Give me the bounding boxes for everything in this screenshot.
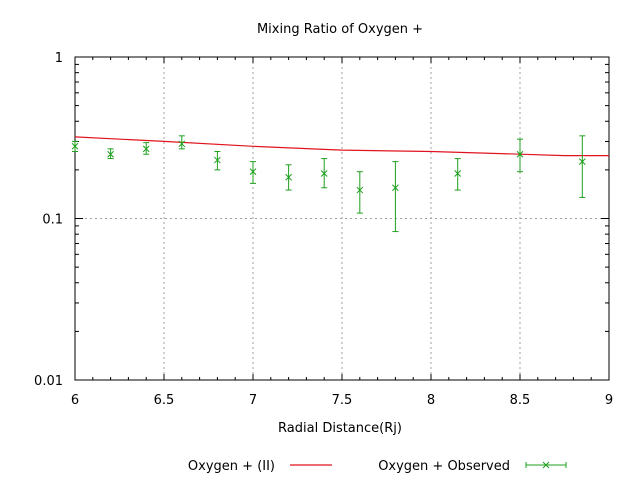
plot-frame	[74, 56, 610, 381]
observed-point	[320, 158, 328, 189]
observed-point	[107, 148, 114, 160]
x-tick-label: 9	[605, 393, 613, 408]
legend: Oxygen + (II) Oxygen + Observed	[188, 459, 567, 474]
point-marker	[142, 145, 150, 153]
grid	[75, 57, 609, 380]
legend-marker	[542, 461, 550, 469]
point-marker	[392, 184, 399, 192]
observed-point	[214, 150, 221, 171]
legend-label-observed: Oxygen + Observed	[378, 459, 510, 474]
y-tick-label: 1	[55, 51, 63, 66]
point-marker	[249, 168, 257, 176]
x-tick-label: 6	[71, 393, 79, 408]
observed-point	[142, 142, 150, 155]
chart-title: Mixing Ratio of Oxygen +	[257, 22, 423, 37]
observed-point	[285, 164, 292, 191]
point-marker	[320, 170, 328, 177]
point-marker	[356, 186, 364, 194]
model-line	[74, 136, 609, 157]
legend-swatch-observed	[525, 461, 567, 469]
x-tick-label: 8.5	[510, 393, 531, 408]
point-marker	[71, 142, 79, 150]
point-marker	[178, 140, 186, 148]
observed-points	[71, 135, 586, 233]
point-marker	[214, 156, 221, 164]
x-tick-label: 8	[427, 393, 435, 408]
observed-point	[454, 158, 462, 191]
point-marker	[107, 150, 114, 158]
y-tick-label: 0.01	[34, 374, 63, 389]
axes: 6 6.5 7 7.5 8 8.5 9 1 0.1 0.01	[34, 51, 613, 408]
point-marker	[578, 158, 586, 165]
x-tick-label: 7	[249, 393, 257, 408]
plot-series	[71, 135, 609, 233]
observed-point	[516, 138, 524, 173]
legend-label-model: Oxygen + (II)	[188, 459, 275, 474]
observed-point	[392, 161, 399, 233]
x-tick-label: 6.5	[154, 393, 175, 408]
point-marker	[285, 173, 292, 181]
observed-point	[356, 171, 364, 214]
observed-point	[71, 140, 79, 152]
x-axis-label: Radial Distance(Rj)	[278, 421, 402, 436]
point-marker	[454, 170, 462, 177]
y-tick-label: 0.1	[42, 213, 63, 228]
observed-point	[178, 135, 186, 150]
point-marker	[516, 150, 524, 158]
observed-point	[578, 135, 586, 198]
x-tick-label: 7.5	[332, 393, 353, 408]
observed-point	[249, 161, 257, 184]
